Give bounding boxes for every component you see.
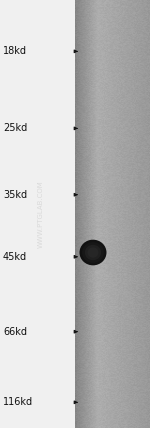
Ellipse shape: [80, 240, 106, 265]
Text: 25kd: 25kd: [3, 123, 27, 134]
Text: WWW.PTGLAB.COM: WWW.PTGLAB.COM: [38, 180, 44, 248]
Text: 35kd: 35kd: [3, 190, 27, 200]
Ellipse shape: [88, 247, 98, 258]
Text: 18kd: 18kd: [3, 46, 27, 56]
Text: 45kd: 45kd: [3, 252, 27, 262]
Bar: [0, 0, 75, 428]
Text: 66kd: 66kd: [3, 327, 27, 337]
Ellipse shape: [85, 245, 101, 260]
Ellipse shape: [82, 242, 104, 263]
Text: 116kd: 116kd: [3, 397, 33, 407]
